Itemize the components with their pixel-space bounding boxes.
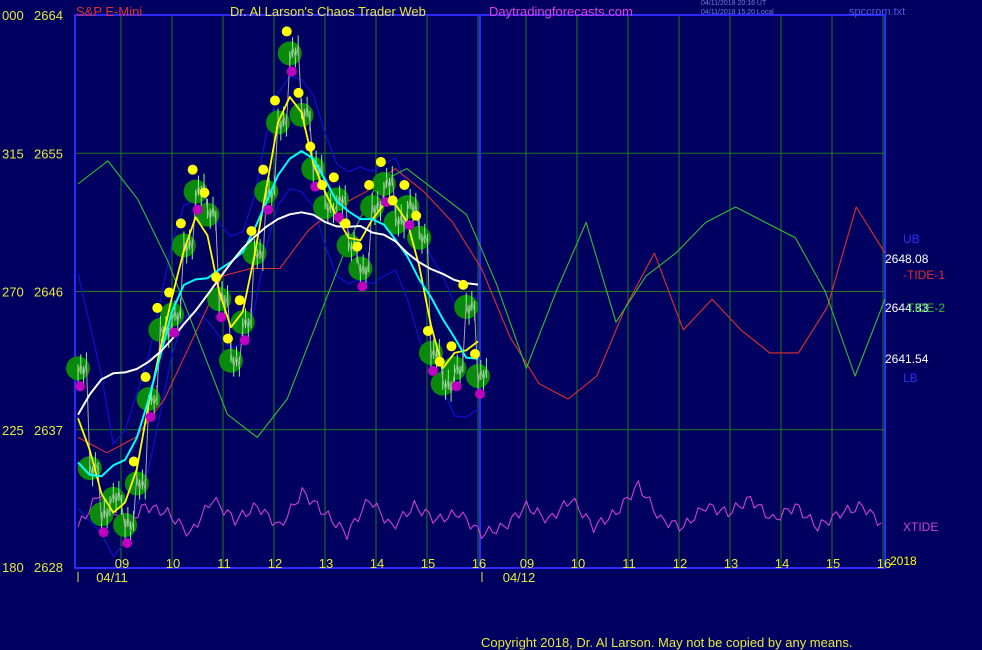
high-dot bbox=[222, 333, 233, 344]
low-dot bbox=[192, 204, 203, 215]
low-dot bbox=[475, 388, 485, 399]
low-dot bbox=[451, 381, 462, 392]
x-tick-label: 13 bbox=[724, 556, 738, 571]
x-tick-label: 13 bbox=[319, 556, 333, 571]
low-dot bbox=[427, 365, 438, 376]
high-dot bbox=[246, 226, 257, 237]
high-dot bbox=[293, 87, 304, 98]
x-date-label: 04/11 bbox=[96, 570, 128, 585]
y-tick-secondary: 180 bbox=[2, 560, 24, 575]
high-dot bbox=[375, 156, 386, 167]
x-tick-label: 11 bbox=[622, 556, 636, 571]
high-dot bbox=[140, 372, 151, 383]
low-dot bbox=[239, 335, 250, 346]
high-dot bbox=[281, 26, 292, 37]
high-dot bbox=[328, 172, 339, 183]
instrument-title: S&P E-Mini bbox=[76, 4, 143, 19]
x-tick-label: 11 bbox=[217, 556, 231, 571]
high-dot bbox=[317, 180, 328, 191]
high-dot bbox=[352, 241, 363, 252]
y-tick-label: 2628 bbox=[34, 560, 63, 575]
medium-moving-average bbox=[77, 150, 479, 478]
data-filename: spccrom.txt bbox=[849, 6, 906, 18]
low-dot bbox=[98, 527, 109, 538]
high-dot bbox=[234, 295, 245, 306]
high-dot bbox=[458, 279, 469, 290]
high-dot bbox=[387, 195, 398, 206]
high-dot bbox=[258, 164, 269, 175]
x-tick-label: 14 bbox=[370, 556, 384, 571]
high-dot bbox=[199, 187, 210, 198]
high-dot bbox=[446, 341, 457, 352]
low-dot bbox=[404, 220, 415, 231]
x-tick-label: 09 bbox=[115, 556, 129, 571]
x-tick-label: 15 bbox=[421, 556, 435, 571]
end-label: -TIDE-2 bbox=[903, 301, 945, 315]
y-tick-secondary: 270 bbox=[2, 285, 24, 300]
y-tick-label: 2655 bbox=[34, 146, 63, 161]
y-tick-secondary: 000 bbox=[2, 8, 24, 23]
high-dot bbox=[422, 325, 433, 336]
timestamp-local: 04/11/2018 15:20 Local bbox=[701, 9, 774, 16]
timestamp-ut: 04/11/2018 20:16 UT bbox=[701, 0, 767, 7]
end-label: UB bbox=[903, 232, 920, 246]
x-tick-label: 16 bbox=[877, 556, 891, 571]
x-tick-label: 15 bbox=[826, 556, 840, 571]
low-dot bbox=[122, 537, 133, 548]
low-dot bbox=[216, 312, 227, 323]
low-dot bbox=[169, 327, 180, 338]
slow-moving-average bbox=[77, 211, 479, 416]
tide-2-line bbox=[77, 160, 886, 438]
high-dot bbox=[399, 180, 410, 191]
high-dot bbox=[305, 141, 316, 152]
high-dot bbox=[164, 287, 175, 298]
x-tick-label: 12 bbox=[268, 556, 282, 571]
copyright-notice: Copyright 2018, Dr. Al Larson. May not b… bbox=[481, 635, 853, 650]
x-tick-label: 16 bbox=[472, 556, 486, 571]
high-dot bbox=[364, 180, 375, 191]
low-dot bbox=[75, 381, 85, 392]
x-tick-label: 10 bbox=[166, 556, 180, 571]
high-dot bbox=[470, 348, 480, 359]
site-link[interactable]: Daytradingforecasts.com bbox=[489, 4, 633, 19]
high-dot bbox=[187, 164, 198, 175]
end-label: 2648.08 bbox=[885, 252, 929, 266]
low-dot bbox=[145, 412, 156, 423]
y-tick-label: 2664 bbox=[34, 8, 63, 23]
end-label: 2018 bbox=[890, 554, 917, 568]
low-dot bbox=[333, 212, 344, 223]
end-label: XTIDE bbox=[903, 520, 938, 534]
high-dot bbox=[434, 356, 445, 367]
x-tick-label: 09 bbox=[520, 556, 534, 571]
low-dot bbox=[357, 281, 368, 292]
high-dot bbox=[340, 218, 351, 229]
y-tick-secondary: 225 bbox=[2, 423, 24, 438]
high-dot bbox=[152, 302, 163, 313]
y-tick-secondary: 315 bbox=[2, 146, 24, 161]
fast-moving-average bbox=[77, 96, 479, 514]
high-dot bbox=[211, 272, 222, 283]
high-dot bbox=[128, 456, 139, 467]
x-tick-label: 10 bbox=[571, 556, 585, 571]
xtide-line bbox=[77, 480, 882, 541]
end-label: LB bbox=[903, 371, 918, 385]
price-line bbox=[77, 44, 487, 532]
high-dot bbox=[175, 218, 186, 229]
y-tick-label: 2637 bbox=[34, 423, 63, 438]
x-tick-label: 12 bbox=[673, 556, 687, 571]
high-dot bbox=[270, 95, 280, 106]
end-label: -TIDE-1 bbox=[903, 268, 945, 282]
y-tick-label: 2646 bbox=[34, 285, 63, 300]
low-dot bbox=[286, 66, 297, 77]
high-dot bbox=[411, 210, 422, 221]
end-label: 2644.83 bbox=[885, 301, 929, 315]
site-title: Dr. Al Larson's Chaos Trader Web bbox=[230, 4, 426, 19]
x-tick-label: 14 bbox=[775, 556, 789, 571]
low-dot bbox=[263, 204, 274, 215]
end-label: 2641.54 bbox=[885, 352, 929, 366]
x-date-label: 04/12 bbox=[503, 570, 536, 585]
